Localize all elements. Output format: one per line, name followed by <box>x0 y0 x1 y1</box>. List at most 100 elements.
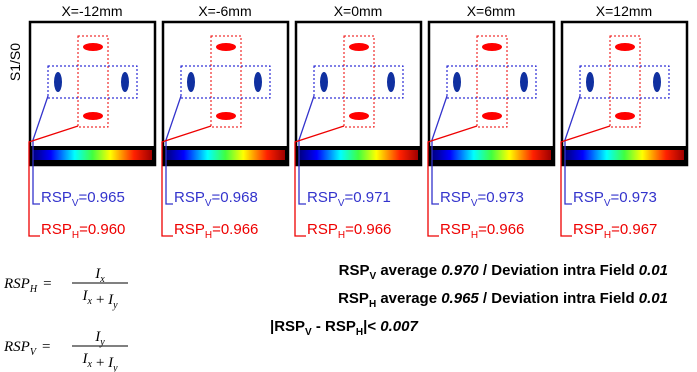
label-value: 0.973 <box>486 189 524 206</box>
colorbar <box>299 150 418 160</box>
y-label: S1/S0 <box>7 43 23 81</box>
label-sign: = <box>345 221 354 238</box>
rsp-v: RSPV=0.965 <box>41 189 125 209</box>
numerator: Iy <box>94 329 105 348</box>
label-sign: = <box>611 189 620 206</box>
label-value: 0.966 <box>354 221 392 238</box>
label-sub: H <box>604 230 611 241</box>
colorbar <box>33 150 152 160</box>
summary-part: average <box>376 262 441 279</box>
label-sign: = <box>212 221 221 238</box>
summary-part: 0.970 <box>441 262 479 279</box>
panel-label: X=-6mm <box>198 3 251 19</box>
rsp-v: RSPV=0.968 <box>174 189 258 209</box>
summary-part: / Deviation intra Field <box>479 290 639 307</box>
rsp-v: RSPV=0.973 <box>440 189 524 209</box>
rsp-h: RSPH=0.966 <box>440 221 524 241</box>
label-value: 0.960 <box>88 221 126 238</box>
summary-part: |RSP <box>270 318 305 335</box>
num-sub: x <box>99 274 105 285</box>
rsp-h: RSPH=0.966 <box>307 221 391 241</box>
summary-part: |< <box>363 318 380 335</box>
label-value: 0.971 <box>353 189 391 206</box>
label-value: 0.973 <box>619 189 657 206</box>
spot-bottom <box>216 112 236 120</box>
summary-part: RSP <box>338 290 369 307</box>
label-sub: H <box>338 230 345 241</box>
colorbar <box>565 150 684 160</box>
spot-bottom <box>83 112 103 120</box>
panel-label: X=6mm <box>467 3 516 19</box>
summary-part: average <box>376 290 441 307</box>
denominator: Ix+Iy <box>81 351 118 372</box>
label-sign: = <box>478 189 487 206</box>
label-base: RSP <box>41 221 72 238</box>
spot-left <box>187 72 195 92</box>
label-sub: H <box>471 230 478 241</box>
summary-part: 0.01 <box>639 290 668 307</box>
colorbar <box>432 150 551 160</box>
spot-bottom <box>615 112 635 120</box>
spot-left <box>320 72 328 92</box>
rsp-h: RSPH=0.960 <box>41 221 125 241</box>
den-sub: x <box>86 296 92 307</box>
label-value: 0.968 <box>220 189 258 206</box>
den-sub: y <box>112 363 118 372</box>
formula-lhs: RSPH= <box>3 276 52 295</box>
label-base: RSP <box>174 221 205 238</box>
label-sub: H <box>72 230 79 241</box>
spot-top <box>216 43 236 51</box>
label-sign: = <box>478 221 487 238</box>
label-value: 0.966 <box>221 221 259 238</box>
label-base: RSP <box>41 189 72 206</box>
den-base: + <box>95 355 105 371</box>
summary-part: H <box>369 299 376 310</box>
lhs-eq: = <box>42 339 50 355</box>
label-base: RSP <box>440 189 471 206</box>
summary-part: / Deviation intra Field <box>479 262 639 279</box>
spot-bottom <box>482 112 502 120</box>
lhs-sub: V <box>30 347 38 358</box>
label-value: 0.967 <box>620 221 658 238</box>
spot-right <box>653 72 661 92</box>
spot-top <box>83 43 103 51</box>
spot-right <box>121 72 129 92</box>
label-sign: = <box>611 221 620 238</box>
lhs-base: RSP <box>3 339 30 355</box>
rsp-h: RSPH=0.966 <box>174 221 258 241</box>
den-base: + <box>95 292 105 308</box>
spot-right <box>387 72 395 92</box>
rsp-h: RSPH=0.967 <box>573 221 657 241</box>
label-value: 0.966 <box>487 221 525 238</box>
den-sub: x <box>86 359 92 370</box>
summary-part: - RSP <box>312 318 356 335</box>
spot-right <box>254 72 262 92</box>
den-sub: y <box>112 300 118 311</box>
label-base: RSP <box>307 221 338 238</box>
summary-part: RSP <box>339 262 370 279</box>
colorbar <box>166 150 285 160</box>
label-value: 0.965 <box>87 189 125 206</box>
spot-top <box>349 43 369 51</box>
summary-part: H <box>356 327 363 338</box>
label-base: RSP <box>307 189 338 206</box>
summary-line: RSPH average 0.965 / Deviation intra Fie… <box>338 290 668 310</box>
denominator: Ix+Iy <box>81 288 118 311</box>
summary-part: 0.965 <box>441 290 479 307</box>
summary-part: 0.01 <box>639 262 668 279</box>
summary-part: 0.007 <box>380 318 418 335</box>
summary-line: |RSPV - RSPH|< 0.007 <box>270 318 418 338</box>
label-base: RSP <box>573 189 604 206</box>
spot-left <box>586 72 594 92</box>
panel-label: X=0mm <box>334 3 383 19</box>
label-sign: = <box>79 189 88 206</box>
rsp-v: RSPV=0.973 <box>573 189 657 209</box>
rsp-v: RSPV=0.971 <box>307 189 391 209</box>
panel-label: X=-12mm <box>61 3 122 19</box>
label-base: RSP <box>440 221 471 238</box>
formula-lhs: RSPV = <box>3 339 50 358</box>
summary-line: RSPV average 0.970 / Deviation intra Fie… <box>339 262 668 282</box>
panel-label: X=12mm <box>596 3 652 19</box>
label-sign: = <box>79 221 88 238</box>
label-sign: = <box>212 189 221 206</box>
